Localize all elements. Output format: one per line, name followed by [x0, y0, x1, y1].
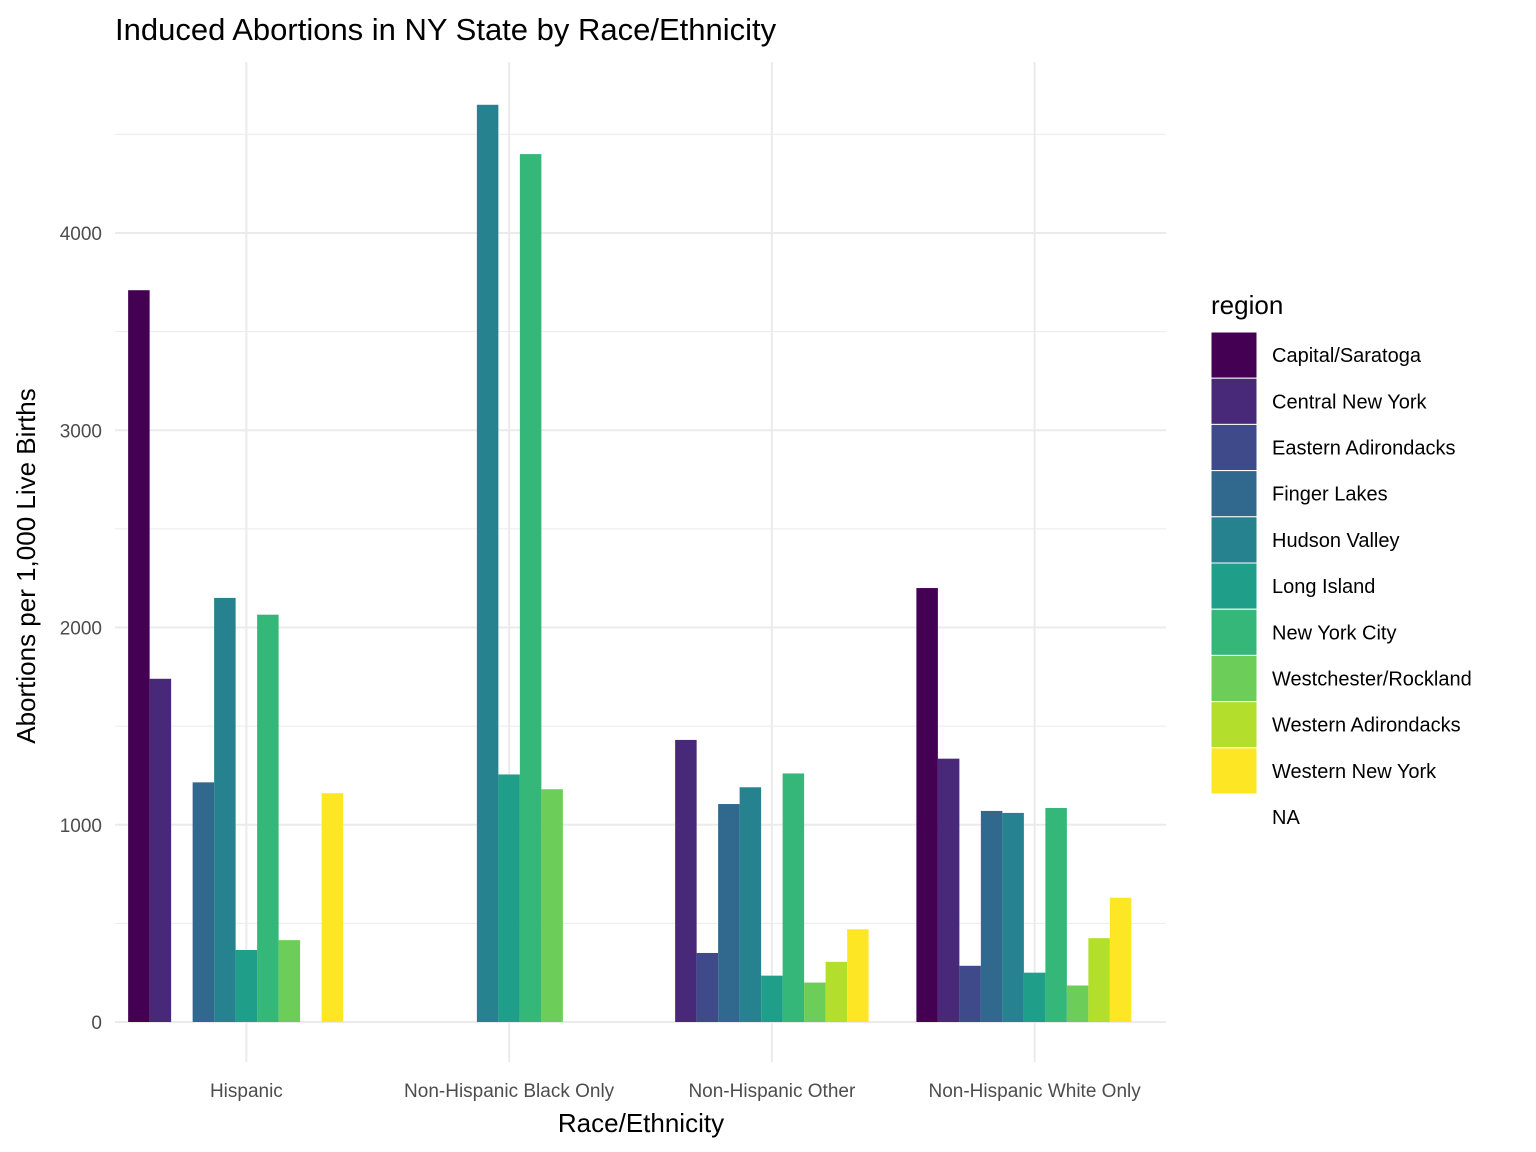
- legend-key: [1210, 331, 1258, 379]
- bar: [149, 678, 172, 1022]
- bar: [718, 804, 740, 1022]
- legend-key: [1210, 423, 1258, 472]
- x-tick-label: Non-Hispanic Other: [688, 1081, 856, 1102]
- y-tick-label: 4000: [60, 224, 102, 245]
- legend-label: Long Island: [1272, 576, 1375, 598]
- legend-title: region: [1211, 290, 1283, 320]
- bar: [321, 793, 344, 1022]
- bar: [959, 965, 981, 1022]
- y-tick-label: 3000: [60, 421, 102, 442]
- bar: [1066, 985, 1089, 1022]
- legend-label: Hudson Valley: [1272, 530, 1399, 552]
- bar: [192, 782, 215, 1022]
- bar: [804, 982, 826, 1022]
- bars: [128, 104, 1132, 1023]
- legend-label: New York City: [1272, 622, 1397, 644]
- y-tick-label: 0: [91, 1013, 102, 1034]
- bar: [235, 950, 258, 1022]
- legend-key: [1210, 377, 1258, 425]
- legend-label: NA: [1272, 807, 1300, 829]
- legend-key: [1210, 470, 1258, 518]
- x-axis-title: Race/Ethnicity: [558, 1108, 724, 1138]
- y-axis-ticks: 0 1000 2000 3000 4000: [60, 224, 102, 1034]
- bar: [519, 154, 542, 1023]
- legend-key: [1210, 562, 1258, 610]
- legend-key: [1210, 516, 1258, 564]
- legend: region Capital/Saratoga Central New York E…: [1210, 290, 1472, 841]
- bar: [1002, 812, 1024, 1022]
- legend-label: Westchester/Rockland: [1272, 669, 1472, 691]
- bar: [214, 597, 236, 1022]
- bar: [278, 940, 301, 1022]
- bar: [825, 961, 848, 1022]
- y-axis-title: Abortions per 1,000 Live Births: [11, 388, 41, 744]
- legend-label: Eastern Adirondacks: [1272, 438, 1455, 460]
- bar: [847, 929, 869, 1022]
- bar: [257, 614, 279, 1022]
- bar: [128, 290, 150, 1022]
- bar: [498, 774, 520, 1022]
- legend-key: [1210, 701, 1258, 749]
- bar: [1109, 897, 1132, 1022]
- legend-key: [1210, 608, 1258, 656]
- bar: [476, 104, 499, 1023]
- bar: [1045, 807, 1067, 1022]
- y-tick-label: 1000: [60, 816, 102, 837]
- x-tick-label: Non-Hispanic Black Only: [404, 1081, 615, 1102]
- bar: [980, 810, 1003, 1022]
- bar: [696, 952, 719, 1022]
- legend-label: Capital/Saratoga: [1272, 345, 1422, 367]
- legend-label: Western New York: [1272, 761, 1437, 783]
- bar: [761, 975, 783, 1022]
- bar: [937, 758, 960, 1022]
- x-tick-label: Non-Hispanic White Only: [929, 1081, 1142, 1102]
- bar: [541, 789, 563, 1022]
- x-tick-label: Hispanic: [210, 1081, 283, 1102]
- bar: [1088, 938, 1110, 1022]
- x-axis-ticks: Hispanic Non-Hispanic Black Only Non-Hispa…: [210, 1081, 1141, 1102]
- legend-key: [1210, 793, 1258, 841]
- legend-label: Central New York: [1272, 391, 1428, 413]
- chart-title: Induced Abortions in NY State by Race/Et…: [115, 12, 777, 47]
- bar: [1023, 972, 1046, 1022]
- bar: [675, 739, 697, 1022]
- bar: [782, 773, 805, 1022]
- legend-key: [1210, 654, 1258, 703]
- y-tick-label: 2000: [60, 619, 102, 640]
- legend-label: Western Adirondacks: [1272, 715, 1461, 737]
- bar: [739, 787, 762, 1022]
- legend-label: Finger Lakes: [1272, 484, 1388, 506]
- legend-key: [1210, 747, 1258, 795]
- bar: [916, 588, 938, 1022]
